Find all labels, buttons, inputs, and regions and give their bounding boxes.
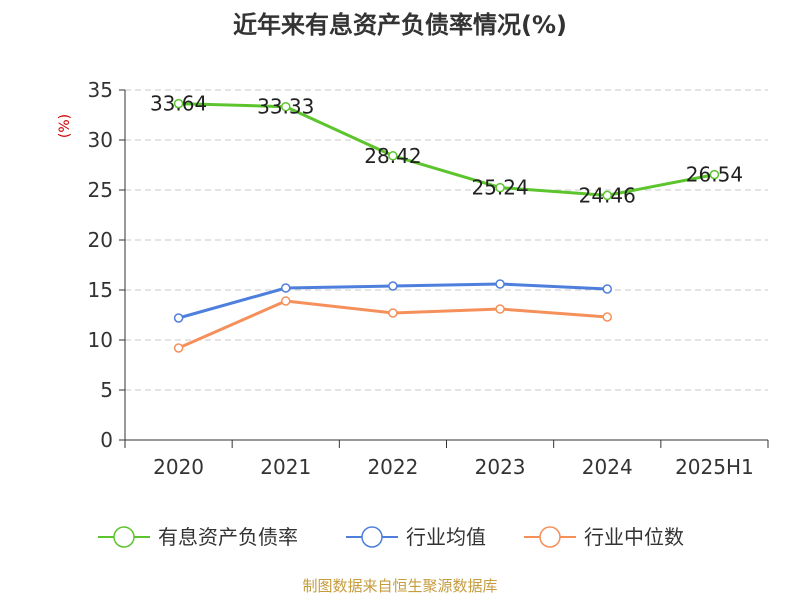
y-tick-label: 35 xyxy=(88,78,113,102)
data-point xyxy=(495,304,505,314)
series-2 xyxy=(173,296,612,353)
legend-item-2[interactable]: 行业中位数 xyxy=(524,525,684,549)
x-tick-label: 2020 xyxy=(153,455,204,479)
grid-lines xyxy=(125,89,768,391)
x-tick-label: 2025H1 xyxy=(675,455,754,479)
y-tick-label: 30 xyxy=(88,128,113,152)
legend-label: 有息资产负债率 xyxy=(158,525,298,549)
x-tick-labels: 2020 2021 2022 2023 2024 2025H1 xyxy=(153,455,754,479)
data-point xyxy=(388,151,398,161)
y-tick-label: 10 xyxy=(88,328,113,352)
data-point xyxy=(602,284,612,294)
data-label: 28.42 xyxy=(364,144,421,168)
data-label: 26.54 xyxy=(686,163,743,187)
data-point xyxy=(602,312,612,322)
legend-marker xyxy=(113,526,135,548)
legend-label: 行业中位数 xyxy=(584,525,684,549)
legend-marker xyxy=(539,526,561,548)
x-tick-label: 2023 xyxy=(475,455,526,479)
data-point xyxy=(281,296,291,306)
legend-item-0[interactable]: 有息资产负债率 xyxy=(98,525,298,549)
data-point xyxy=(388,281,398,291)
data-point xyxy=(173,313,184,323)
legend-item-1[interactable]: 行业均值 xyxy=(346,525,486,549)
chart-title: 近年来有息资产负债率情况(%) xyxy=(233,11,567,39)
x-tick-label: 2021 xyxy=(260,455,311,479)
data-labels: 33.64 33.33 28.42 25.24 24.46 26.54 xyxy=(150,92,743,208)
y-tick-label: 15 xyxy=(88,278,113,302)
data-label: 24.46 xyxy=(579,183,636,207)
legend[interactable]: 有息资产负债率 行业均值 行业中位数 xyxy=(98,525,684,549)
y-tick-labels: 0 5 10 15 20 25 30 35 xyxy=(88,78,113,452)
data-point xyxy=(281,283,291,293)
data-point xyxy=(388,308,398,318)
data-point xyxy=(173,98,184,109)
y-tick-label: 25 xyxy=(88,178,113,202)
data-point xyxy=(173,343,184,353)
data-point xyxy=(709,169,720,180)
data-label: 33.33 xyxy=(257,95,314,119)
data-point xyxy=(495,279,505,289)
y-tick-label: 5 xyxy=(100,378,113,402)
series-line xyxy=(177,299,608,350)
y-tick-label: 20 xyxy=(88,228,113,252)
x-tick-label: 2022 xyxy=(367,455,418,479)
x-tick-label: 2024 xyxy=(582,455,633,479)
data-point xyxy=(495,182,505,193)
y-axis-label: (%) xyxy=(57,114,73,138)
series-line xyxy=(178,102,715,197)
legend-label: 行业均值 xyxy=(406,525,486,549)
data-point xyxy=(602,190,612,201)
axes xyxy=(119,89,769,448)
source-note: 制图数据来自恒生聚源数据库 xyxy=(302,577,497,595)
series-1 xyxy=(173,279,612,323)
series-group xyxy=(173,98,720,353)
series-0 xyxy=(173,98,720,201)
data-label: 25.24 xyxy=(471,176,528,200)
data-label: 33.64 xyxy=(150,92,207,116)
legend-marker xyxy=(361,526,383,548)
y-tick-label: 0 xyxy=(100,428,113,452)
data-point xyxy=(281,101,291,112)
